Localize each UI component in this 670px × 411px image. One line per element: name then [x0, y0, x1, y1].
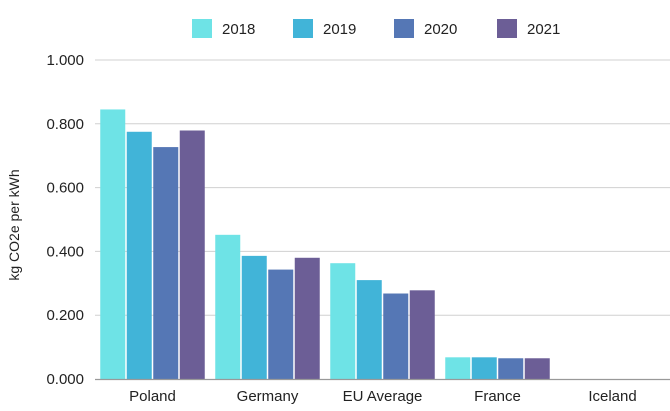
legend-label: 2019 [323, 21, 356, 38]
category-label: Poland [129, 388, 176, 405]
y-tick-label: 0.200 [46, 307, 84, 324]
y-axis-label: kg CO2e per kWh [6, 169, 22, 280]
y-tick-label: 0.000 [46, 371, 84, 388]
category-label: Iceland [588, 388, 636, 405]
bar [179, 130, 205, 379]
y-tick-label: 0.600 [46, 180, 84, 197]
legend-swatch [293, 19, 313, 38]
bar [294, 257, 320, 379]
y-tick-label: 0.800 [46, 116, 84, 133]
bar [409, 290, 435, 379]
bar [241, 255, 267, 379]
legend-label: 2021 [527, 21, 560, 38]
category-labels: Poland Germany EU Average France Iceland [129, 388, 637, 405]
category-label: France [474, 388, 521, 405]
bar [100, 109, 126, 379]
bar [498, 358, 524, 379]
bar [356, 280, 382, 379]
legend-swatch [497, 19, 517, 38]
legend: 2018 2019 2020 2021 [192, 19, 560, 38]
bar [330, 263, 356, 379]
y-tick-labels: 0.000 0.200 0.400 0.600 0.800 1.000 [46, 52, 84, 388]
bar [215, 234, 241, 379]
legend-label: 2020 [424, 21, 457, 38]
legend-swatch [192, 19, 212, 38]
bar [126, 131, 152, 379]
bar [153, 147, 179, 379]
bar [524, 358, 550, 379]
bar [471, 357, 497, 379]
bar [268, 269, 294, 379]
legend-label: 2018 [222, 21, 255, 38]
bar [445, 357, 471, 379]
legend-swatch [394, 19, 414, 38]
bar [383, 293, 409, 379]
bars [100, 109, 550, 379]
category-label: Germany [237, 388, 299, 405]
category-label: EU Average [343, 388, 423, 405]
y-tick-label: 0.400 [46, 243, 84, 260]
y-tick-label: 1.000 [46, 52, 84, 69]
